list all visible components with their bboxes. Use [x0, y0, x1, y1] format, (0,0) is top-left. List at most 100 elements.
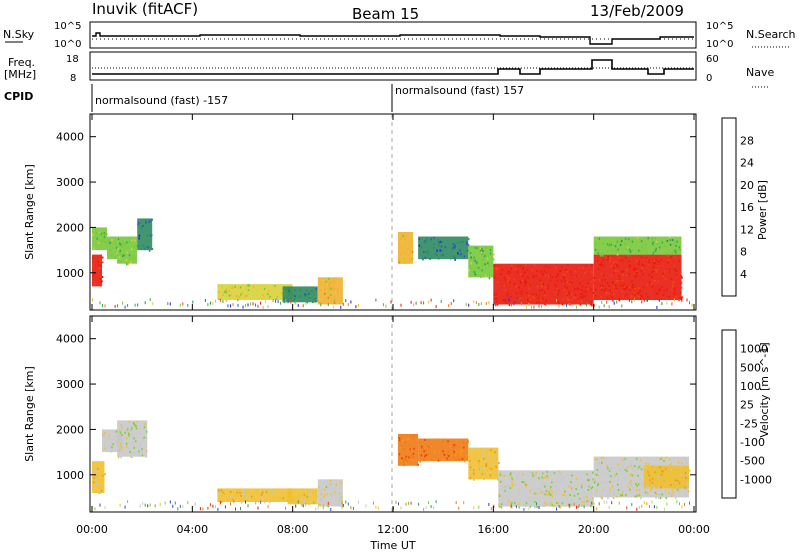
power-speckle	[234, 285, 236, 288]
power-speckle	[605, 287, 607, 290]
power-nearrange-point	[450, 302, 452, 306]
power-speckle	[283, 301, 286, 304]
power-speckle	[566, 270, 568, 273]
power-speckle	[671, 239, 674, 241]
power-speckle	[640, 269, 642, 272]
velocity-nearrange-point	[576, 505, 578, 509]
velocity-speckle	[244, 491, 247, 494]
power-speckle	[495, 293, 498, 296]
power-nearrange-point	[528, 303, 530, 306]
velocity-speckle	[484, 453, 487, 456]
power-speckle	[616, 253, 619, 256]
velocity-speckle	[685, 461, 687, 464]
power-nearrange-point	[488, 301, 490, 305]
velocity-speckle	[521, 481, 523, 483]
velocity-speckle	[490, 449, 492, 452]
power-speckle	[504, 298, 506, 301]
velocity-speckle	[597, 484, 599, 487]
velocity-speckle	[508, 499, 510, 502]
velocity-nearrange-point	[603, 500, 605, 504]
power-speckle	[556, 280, 559, 283]
power-speckle	[102, 240, 105, 243]
power-speckle	[508, 304, 511, 307]
velocity-speckle	[529, 499, 531, 502]
velocity-speckle	[559, 506, 562, 509]
velocity-speckle	[472, 472, 475, 475]
velocity-speckle	[478, 474, 481, 477]
velocity-nearrange-point	[315, 507, 317, 511]
velocity-speckle	[625, 494, 627, 496]
velocity-nearrange-point	[285, 506, 287, 510]
power-speckle	[225, 300, 228, 302]
power-speckle	[554, 284, 556, 286]
power-speckle	[639, 289, 642, 292]
power-speckle	[674, 289, 676, 292]
power-speckle	[541, 298, 543, 301]
power-nearrange-point	[257, 304, 259, 308]
power-speckle	[127, 263, 129, 266]
velocity-speckle	[118, 448, 121, 451]
power-speckle	[617, 248, 619, 251]
velocity-speckle	[459, 452, 461, 455]
velocity-speckle	[608, 475, 610, 478]
velocity-speckle	[536, 498, 539, 501]
velocity-ytick-label: 2000	[56, 423, 84, 436]
power-nearrange-point	[520, 302, 522, 305]
power-nearrange-point	[102, 304, 103, 308]
power-speckle	[440, 245, 443, 248]
power-ytick-label: 4000	[56, 131, 84, 144]
velocity-speckle	[104, 473, 106, 476]
power-speckle	[542, 283, 545, 285]
velocity-speckle	[467, 439, 469, 442]
velocity-speckle	[594, 479, 597, 482]
velocity-nearrange-point	[327, 501, 329, 505]
power-speckle	[412, 257, 414, 260]
velocity-ytick-label: 4000	[56, 333, 84, 346]
velocity-nearrange-point	[240, 507, 241, 511]
velocity-speckle	[604, 480, 607, 483]
power-speckle	[651, 275, 653, 278]
velocity-speckle	[511, 483, 514, 486]
velocity-nearrange-point	[410, 501, 412, 505]
power-speckle	[638, 287, 640, 289]
power-speckle	[617, 239, 619, 242]
velocity-speckle	[298, 495, 301, 498]
velocity-speckle	[303, 493, 306, 496]
velocity-speckle	[665, 468, 667, 471]
power-nearrange-point	[508, 298, 510, 302]
power-speckle	[312, 301, 314, 304]
velocity-nearrange-point	[598, 502, 600, 506]
power-speckle	[646, 257, 648, 260]
velocity-speckle	[655, 496, 657, 499]
power-speckle	[222, 293, 224, 296]
power-region-2	[107, 236, 117, 260]
velocity-speckle	[526, 497, 528, 500]
power-speckle	[483, 255, 486, 258]
power-speckle	[567, 264, 569, 267]
velocity-speckle	[543, 477, 545, 480]
power-speckle	[605, 255, 607, 258]
velocity-speckle	[495, 465, 497, 468]
velocity-speckle	[93, 477, 96, 480]
power-speckle	[255, 289, 258, 292]
velocity-speckle	[330, 483, 332, 486]
velocity-speckle	[597, 462, 600, 465]
velocity-speckle	[120, 456, 122, 459]
velocity-speckle	[304, 501, 306, 504]
velocity-speckle	[589, 489, 591, 492]
nsky-line	[92, 32, 694, 45]
velocity-speckle	[648, 474, 650, 477]
power-cbar-tick: 28	[740, 134, 754, 147]
power-speckle	[679, 248, 682, 251]
power-speckle	[100, 239, 103, 242]
velocity-speckle	[300, 498, 303, 501]
velocity-speckle	[568, 506, 571, 509]
power-speckle	[622, 285, 624, 287]
velocity-nearrange-point	[245, 500, 246, 504]
power-speckle	[674, 256, 676, 259]
velocity-speckle	[501, 503, 503, 506]
velocity-speckle	[663, 468, 666, 471]
power-speckle	[141, 235, 144, 238]
power-speckle	[609, 260, 611, 262]
power-nearrange-point	[448, 304, 450, 308]
